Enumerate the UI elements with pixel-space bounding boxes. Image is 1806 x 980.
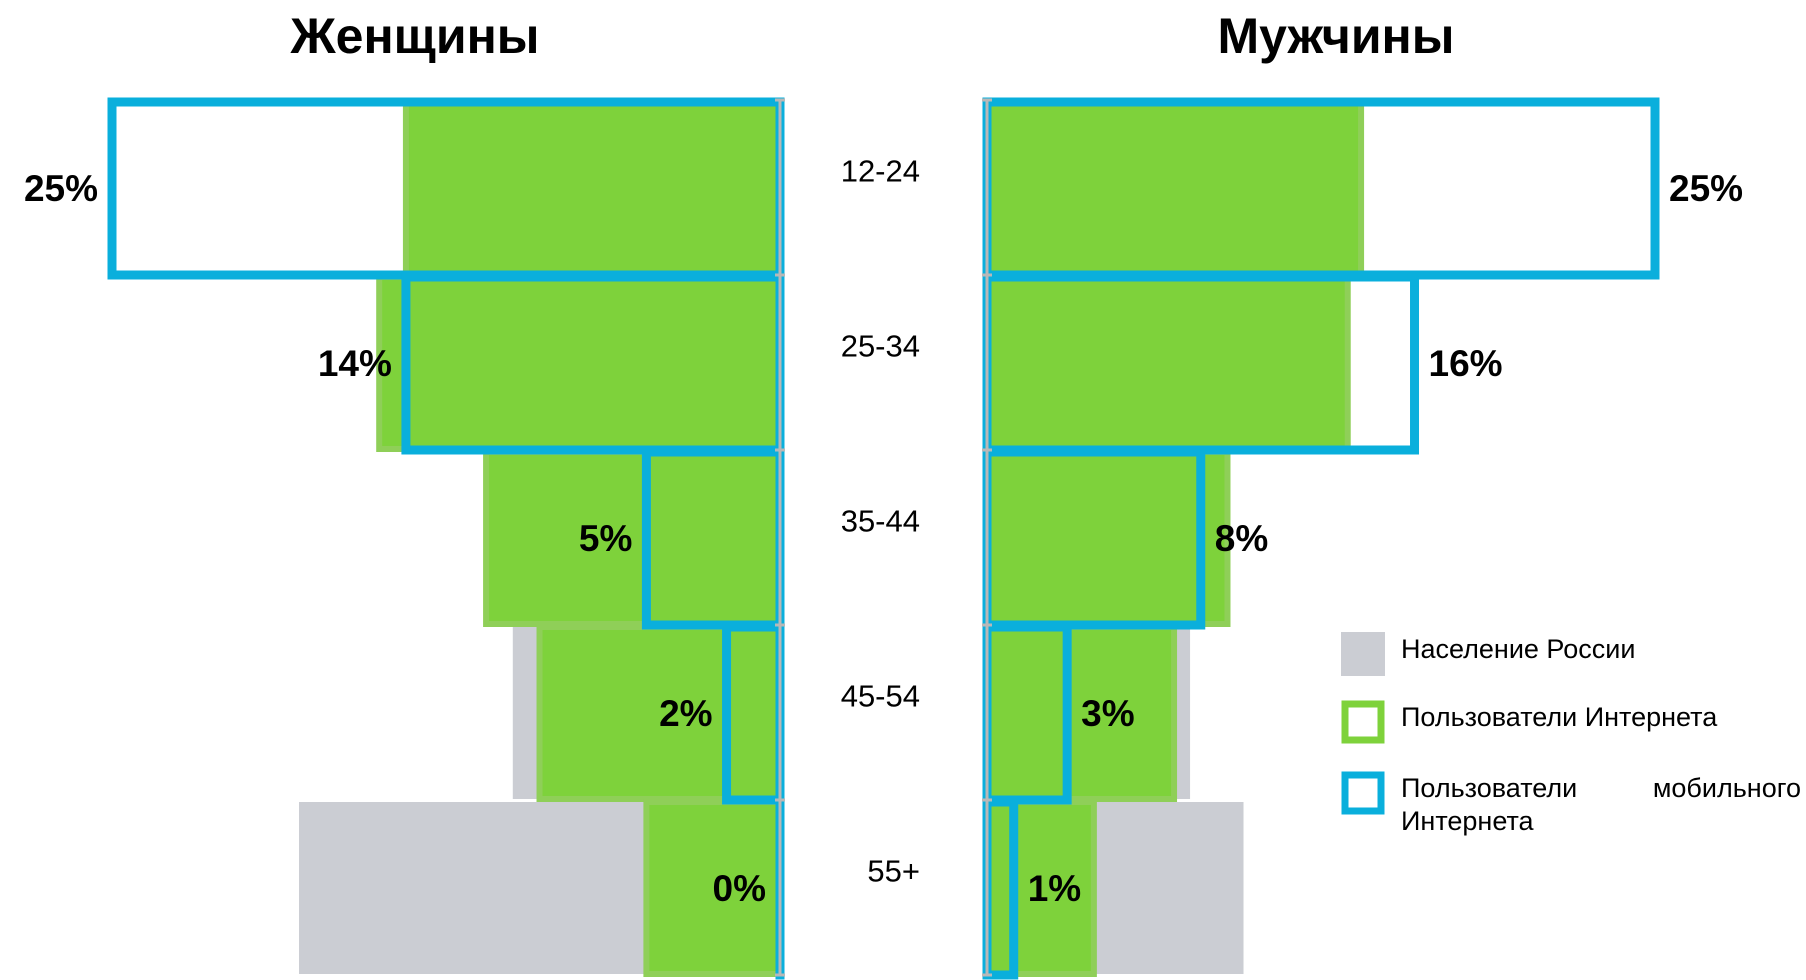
panel-title: Женщины — [289, 8, 539, 64]
value-label: 5% — [579, 518, 632, 559]
category-label: 12-24 — [841, 154, 920, 189]
value-label: 8% — [1215, 518, 1268, 559]
legend-swatch — [1341, 771, 1385, 815]
legend-swatch — [1341, 632, 1385, 676]
internet-bar — [984, 449, 1231, 627]
internet-bar — [536, 624, 784, 802]
internet-bar — [984, 799, 1097, 977]
legend-label: Пользователи Интернета — [1401, 704, 1718, 732]
internet-bar — [984, 274, 1351, 452]
value-label: 25% — [1669, 168, 1743, 209]
internet-bar — [984, 99, 1365, 277]
legend-item: Пользователи мобильного Интернета — [1401, 775, 1801, 836]
category-label: 45-54 — [841, 679, 920, 714]
legend-item: Население России — [1401, 636, 1636, 664]
legend-label: Население России — [1401, 636, 1636, 664]
value-label: 25% — [24, 168, 98, 209]
internet-bar — [402, 99, 783, 277]
value-label: 1% — [1028, 868, 1081, 909]
value-label: 2% — [659, 693, 712, 734]
value-label: 14% — [318, 343, 392, 384]
value-label: 3% — [1081, 693, 1134, 734]
internet-bar — [376, 274, 783, 452]
legend-item: Пользователи Интернета — [1401, 704, 1718, 732]
category-label: 35-44 — [841, 504, 920, 539]
value-label: 0% — [713, 868, 766, 909]
value-label: 16% — [1429, 343, 1503, 384]
legend-swatch — [1341, 700, 1385, 744]
internet-bar — [483, 449, 783, 627]
legend-label: Пользователи мобильного Интернета — [1401, 775, 1801, 836]
panel-title: Мужчины — [1218, 8, 1455, 64]
category-label: 25-34 — [841, 329, 920, 364]
category-label: 55+ — [867, 854, 920, 889]
